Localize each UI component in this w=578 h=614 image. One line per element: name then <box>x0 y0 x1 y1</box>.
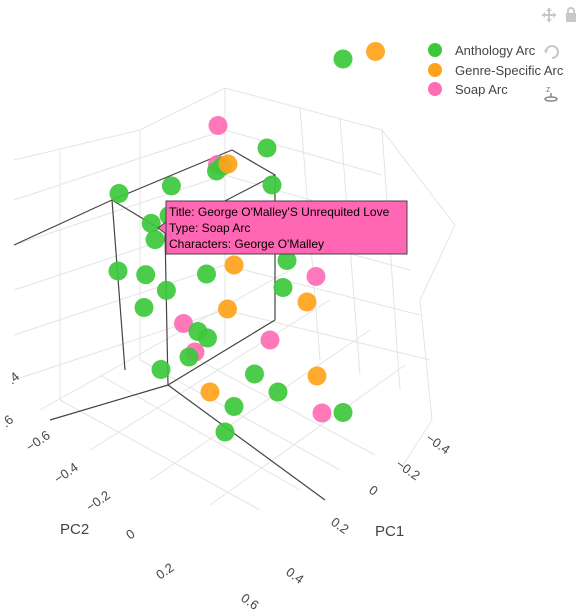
data-point-anthology-arc-23[interactable] <box>245 364 264 384</box>
data-point-genre-specific-arc-4[interactable] <box>224 255 244 275</box>
legend-label: Genre-Specific Arc <box>455 63 564 78</box>
axis-box-lines <box>13 149 326 501</box>
legend-label: Soap Arc <box>455 82 508 97</box>
y-tick-label: 0.6 <box>238 590 261 613</box>
x-tick-label: −0.2 <box>393 456 423 483</box>
y-tick-label: −0.6 <box>23 427 53 454</box>
data-point-anthology-arc-24[interactable] <box>333 403 353 422</box>
y-tick-label: 0 <box>123 526 138 542</box>
y-tick-label: 0.4 <box>283 564 306 587</box>
z-tick-label: .4 <box>4 369 22 387</box>
legend-marker <box>428 43 442 57</box>
data-point-anthology-arc-21[interactable] <box>224 397 244 416</box>
data-point-genre-specific-arc-1[interactable] <box>218 154 238 174</box>
data-point-anthology-arc-5[interactable] <box>108 261 128 281</box>
data-point-soap-arc-6[interactable] <box>306 267 326 286</box>
data-point-anthology-arc-1[interactable] <box>109 184 129 203</box>
legend-item-soap[interactable]: Soap Arc <box>428 82 508 97</box>
data-point-anthology-arc-27[interactable] <box>257 138 277 158</box>
lock-icon[interactable] <box>566 7 576 22</box>
data-point-genre-specific-arc-3[interactable] <box>200 382 220 402</box>
data-point-soap-arc-5[interactable] <box>260 330 280 350</box>
legend-label: Anthology Arc <box>455 43 536 58</box>
data-point-genre-specific-arc-5[interactable] <box>307 366 327 386</box>
data-point-genre-specific-arc-6[interactable] <box>297 292 317 312</box>
y-tick-label: −0.4 <box>51 459 81 486</box>
y-tick-label: −0.2 <box>83 487 113 514</box>
data-point-anthology-arc-11[interactable] <box>156 280 176 300</box>
pan-icon[interactable] <box>542 8 556 22</box>
tooltip-type: Type: Soap Arc <box>169 221 250 235</box>
orbit-rotation-icon[interactable] <box>544 45 559 59</box>
data-point-anthology-arc-17[interactable] <box>179 347 199 367</box>
data-point-anthology-arc-7[interactable] <box>333 49 353 69</box>
legend-item-anthology[interactable]: Anthology Arc <box>428 43 536 58</box>
data-point-anthology-arc-3[interactable] <box>141 213 161 233</box>
x-tick-label: −0.4 <box>423 430 453 457</box>
svg-text:z: z <box>546 84 551 94</box>
tooltip-title: Title: George O'Malley'S Unrequited Love <box>169 205 390 219</box>
data-point-anthology-arc-26[interactable] <box>277 251 297 270</box>
data-point-anthology-arc-6[interactable] <box>145 230 165 250</box>
data-point-anthology-arc-22[interactable] <box>215 422 235 442</box>
data-point-anthology-arc-19[interactable] <box>273 278 293 297</box>
x-axis-title: PC1 <box>375 523 404 540</box>
data-point-anthology-arc-25[interactable] <box>268 382 288 402</box>
hover-tooltip: Title: George O'Malley'S Unrequited Love… <box>157 200 408 255</box>
data-point-anthology-arc-12[interactable] <box>134 298 154 317</box>
legend-item-genre[interactable]: Genre-Specific Arc <box>428 63 564 78</box>
tooltip-characters: Characters: George O'Malley <box>169 237 324 251</box>
y-axis-title: PC2 <box>60 521 89 538</box>
x-tick-label: 0 <box>366 482 381 498</box>
legend-marker <box>428 82 442 96</box>
data-point-anthology-arc-4[interactable] <box>161 176 181 196</box>
legend-marker <box>428 63 442 77</box>
data-point-anthology-arc-15[interactable] <box>197 264 216 284</box>
y-tick-label: 0.2 <box>153 560 176 583</box>
reset-camera-icon[interactable]: z <box>544 84 558 102</box>
z-tick-label: .6 <box>0 412 16 430</box>
data-point-soap-arc-1[interactable] <box>208 116 228 135</box>
data-point-anthology-arc-10[interactable] <box>136 265 156 285</box>
data-point-anthology-arc-13[interactable] <box>262 175 282 195</box>
legend: Anthology Arc Genre-Specific Arc Soap Ar… <box>428 43 564 97</box>
x-tick-label: 0.2 <box>328 514 351 537</box>
data-point-soap-arc-4[interactable] <box>174 314 193 333</box>
data-point-genre-specific-arc-0[interactable] <box>366 42 385 61</box>
data-point-anthology-arc-20[interactable] <box>198 328 217 348</box>
data-point-anthology-arc-16[interactable] <box>151 360 171 379</box>
data-point-soap-arc-7[interactable] <box>312 403 332 423</box>
data-point-genre-specific-arc-2[interactable] <box>218 299 237 319</box>
modebar: z <box>542 7 576 102</box>
